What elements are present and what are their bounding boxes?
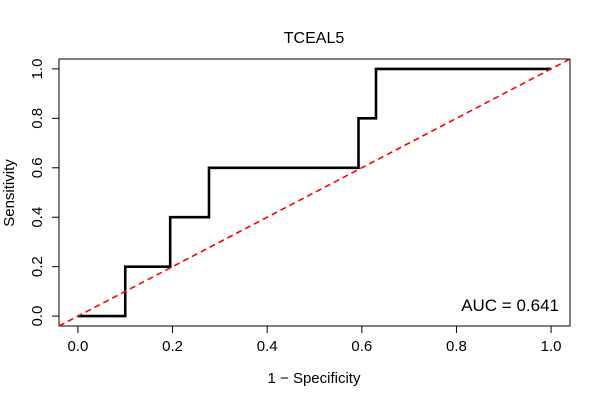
y-tick-label: 0.2	[29, 256, 46, 277]
auc-annotation: AUC = 0.641	[461, 296, 559, 315]
reference-diagonal-line	[58, 58, 571, 327]
x-tick-label: 0.0	[67, 338, 88, 355]
x-tick-label: 0.6	[351, 338, 372, 355]
y-tick-label: 0.4	[29, 207, 46, 228]
y-tick-label: 0.8	[29, 108, 46, 129]
chart-title: TCEAL5	[284, 30, 345, 47]
y-axis-label: Sensitivity	[1, 159, 18, 227]
series-layer	[58, 58, 571, 327]
x-axis: 0.0 0.2 0.4 0.6 0.8 1.0	[67, 325, 562, 355]
y-axis: 0.0 0.2 0.4 0.6 0.8 1.0	[29, 58, 60, 327]
y-tick-label: 0.6	[29, 157, 46, 178]
y-tick-label: 0.0	[29, 306, 46, 327]
x-tick-label: 1.0	[541, 338, 562, 355]
x-tick-label: 0.2	[162, 338, 183, 355]
roc-curve-line	[77, 67, 552, 318]
x-axis-label: 1 − Specificity	[268, 370, 361, 387]
x-tick-label: 0.8	[446, 338, 467, 355]
x-tick-label: 0.4	[257, 338, 278, 355]
y-tick-label: 1.0	[29, 58, 46, 79]
